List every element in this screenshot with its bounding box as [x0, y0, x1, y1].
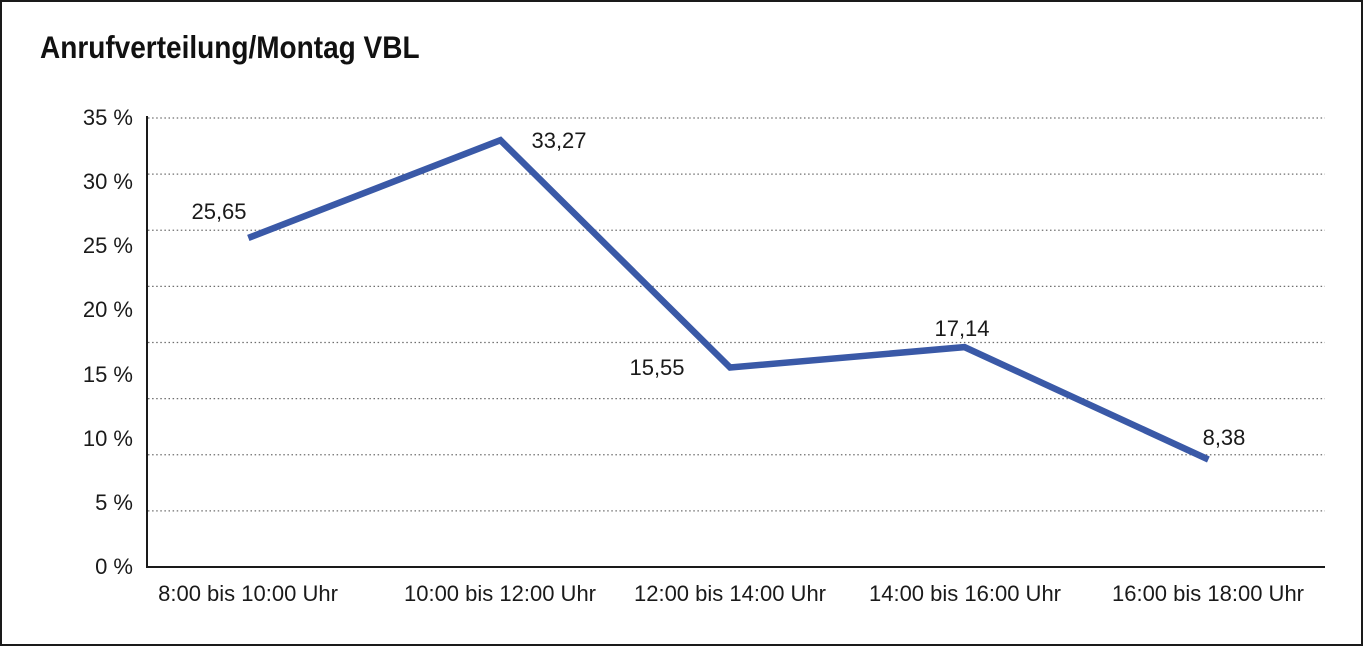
data-value-label: 25,65: [191, 199, 247, 224]
chart-title: Anrufverteilung/Montag VBL: [40, 30, 420, 65]
y-tick-label: 20 %: [82, 297, 133, 322]
data-value-label: 17,14: [934, 316, 990, 341]
y-tick-label: 25 %: [82, 233, 133, 258]
data-line: [247, 136, 1210, 463]
y-tick-label: 10 %: [82, 426, 133, 451]
x-tick-label: 16:00 bis 18:00 Uhr: [1111, 581, 1305, 606]
y-tick-label: 30 %: [82, 169, 133, 194]
y-tick-label: 35 %: [82, 105, 133, 130]
data-value-label: 33,27: [531, 128, 587, 153]
y-tick-label: 15 %: [82, 362, 133, 387]
x-tick-label: 10:00 bis 12:00 Uhr: [403, 581, 597, 606]
x-tick-label: 8:00 bis 10:00 Uhr: [158, 581, 338, 606]
y-tick-label: 5 %: [95, 490, 133, 515]
x-tick-label: 12:00 bis 14:00 Uhr: [633, 581, 827, 606]
data-value-label: 15,55: [629, 355, 685, 380]
data-value-label: 8,38: [1202, 425, 1246, 450]
y-tick-label: 0 %: [95, 554, 133, 579]
x-tick-label: 14:00 bis 16:00 Uhr: [868, 581, 1062, 606]
